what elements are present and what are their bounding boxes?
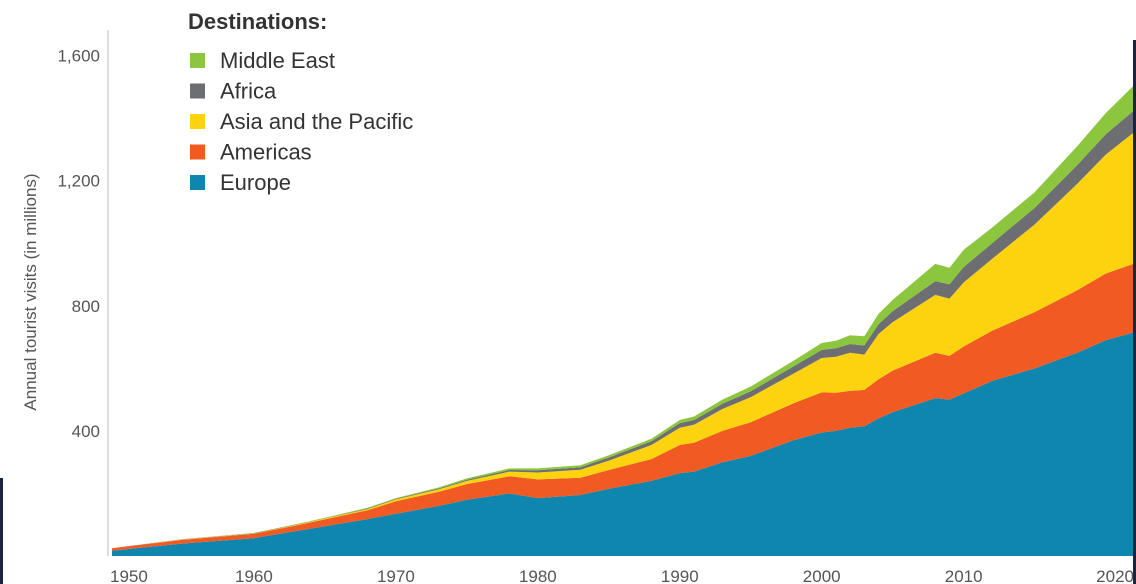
legend-swatch — [190, 83, 205, 99]
legend: Destinations: Middle East Africa Asia and … — [188, 9, 413, 195]
x-tick-label: 2020 — [1096, 567, 1134, 584]
y-tick-label: 400 — [72, 422, 100, 441]
legend-label: Americas — [220, 140, 312, 165]
legend-title: Destinations: — [188, 9, 327, 34]
x-tick-label: 1960 — [235, 567, 273, 584]
x-ticks: 1950 1960 1970 1980 1990 2000 2010 2020 — [110, 567, 1134, 584]
legend-label: Middle East — [220, 48, 335, 73]
y-tick-label: 1,200 — [57, 172, 100, 191]
y-tick-label: 800 — [72, 297, 100, 316]
x-tick-label: 1980 — [519, 567, 557, 584]
legend-items: Middle East Africa Asia and the Pacific Ame… — [190, 48, 413, 195]
series-area-europe — [112, 332, 1134, 556]
plot-area — [112, 85, 1134, 556]
left-edge-bar — [0, 478, 3, 584]
legend-swatch — [190, 114, 205, 129]
y-axis-label: Annual tourist visits (in millions) — [21, 173, 40, 410]
legend-swatch — [190, 175, 205, 190]
legend-swatch — [190, 53, 205, 68]
legend-label: Asia and the Pacific — [220, 109, 413, 134]
x-tick-label: 1950 — [110, 567, 148, 584]
x-tick-label: 1970 — [377, 567, 415, 584]
axes: 400 800 1,200 1,600 1950 1960 1970 1980 1990 200… — [21, 30, 1134, 584]
x-tick-label: 2000 — [803, 567, 841, 584]
right-edge-bar — [1133, 40, 1136, 584]
y-tick-label: 1,600 — [57, 47, 100, 66]
series-area-asia-and-the-pacific — [112, 132, 1134, 549]
legend-swatch — [190, 144, 205, 160]
x-tick-label: 2010 — [945, 567, 983, 584]
x-tick-label: 1990 — [661, 567, 699, 584]
y-ticks: 400 800 1,200 1,600 — [57, 47, 100, 441]
legend-label: Europe — [220, 170, 291, 195]
legend-label: Africa — [220, 79, 277, 104]
